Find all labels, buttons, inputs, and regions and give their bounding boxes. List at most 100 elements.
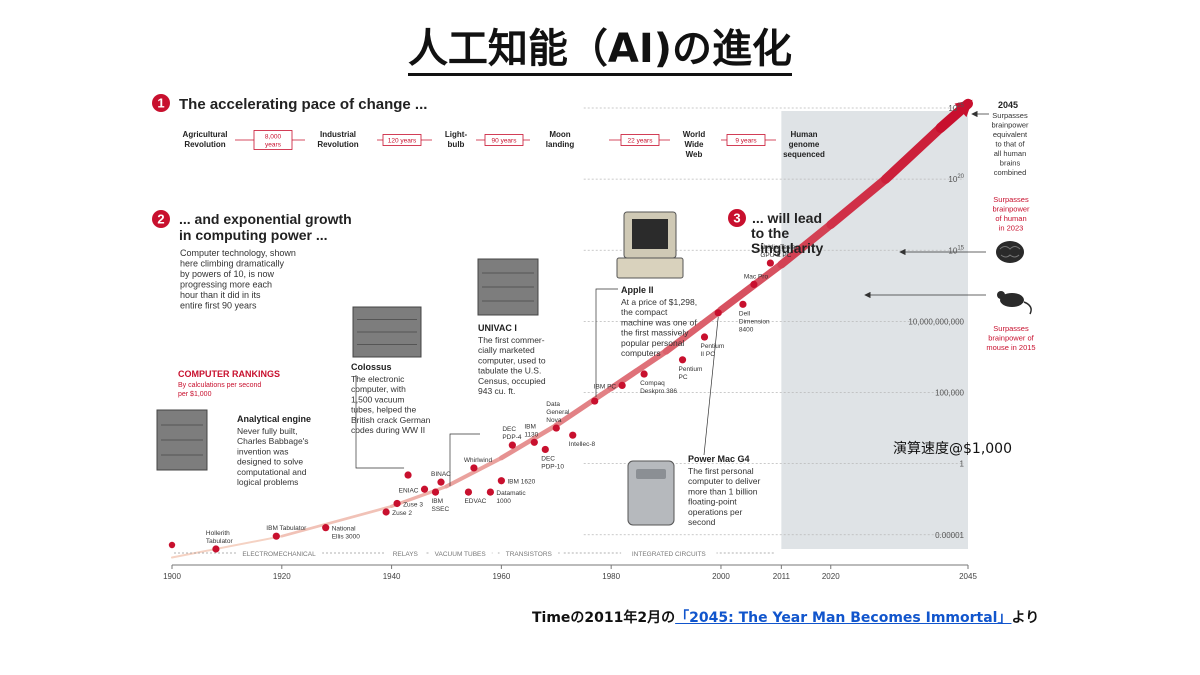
rankings-subtitle: By calculations per second xyxy=(178,382,261,389)
callout-body: invention was xyxy=(237,446,289,456)
apple-ii-screen xyxy=(632,219,668,249)
data-point xyxy=(591,397,599,405)
mouse-icon-head xyxy=(997,291,1005,299)
data-point xyxy=(618,381,626,390)
section-2-body: entire first 90 years xyxy=(180,301,257,311)
data-point xyxy=(750,280,758,288)
colossus-leader xyxy=(355,375,405,469)
source-suffix: より xyxy=(1011,610,1040,626)
data-point-label: Pentium xyxy=(679,366,703,373)
data-point xyxy=(678,356,687,364)
trend-segment xyxy=(280,504,393,538)
callout-body: The first commer- xyxy=(478,335,545,345)
callout-title: Colossus xyxy=(351,362,392,372)
y-tick-label: 1020 xyxy=(948,174,964,184)
era-label-bg xyxy=(621,548,717,558)
pace-event-label: Moon xyxy=(549,130,570,139)
trend-segment xyxy=(171,535,283,559)
pace-event-label: landing xyxy=(546,140,575,149)
era-label-bg xyxy=(428,548,492,558)
data-point xyxy=(739,300,747,308)
data-point-label: EDVAC xyxy=(464,498,486,505)
univac-leader xyxy=(449,433,480,487)
callout-body: floating-point xyxy=(688,497,737,507)
section-1-heading: The accelerating pace of change ... xyxy=(179,96,427,113)
note-human-body: Surpasses xyxy=(993,195,1029,204)
pace-event-label: Industrial xyxy=(320,130,356,139)
callout-body: operations per xyxy=(688,507,743,517)
data-point xyxy=(404,471,412,479)
brain-icon xyxy=(996,241,1024,263)
data-point-label: Deskpro 386 xyxy=(640,388,677,395)
note-human-body: of human xyxy=(995,214,1026,223)
power-mac-g4-drive xyxy=(636,469,666,479)
speed-axis-label: 演算速度@$1,000 xyxy=(893,441,1012,457)
y-tick-label: 100,000 xyxy=(935,389,964,398)
trend-segment xyxy=(777,220,835,269)
data-point xyxy=(530,438,538,446)
data-point-label: IBM xyxy=(524,423,536,430)
note-human-body: brainpower xyxy=(992,205,1030,214)
rankings-title: COMPUTER RANKINGS xyxy=(178,369,280,379)
source-article-link[interactable]: 「2045: The Year Man Becomes Immortal」 xyxy=(675,610,1012,626)
pace-gap-label: years xyxy=(265,142,282,149)
pace-event-label: World xyxy=(683,130,706,139)
era-label-bg xyxy=(235,548,323,558)
data-point xyxy=(569,431,577,439)
pace-gap-box xyxy=(382,134,422,146)
data-point xyxy=(322,524,330,532)
trend-segment xyxy=(881,123,946,184)
data-point-label: Datamatic xyxy=(496,490,526,497)
data-point xyxy=(640,370,648,378)
trend-arrowhead xyxy=(954,99,973,118)
callout-body: computer, with xyxy=(351,384,406,394)
note-mouse-body: mouse in 2015 xyxy=(986,343,1035,352)
data-point-label: Zuse 2 xyxy=(392,510,412,517)
callout-body: Census, occupied xyxy=(478,376,546,386)
callout-title: Apple II xyxy=(621,285,654,295)
y-tick-label: 1025 xyxy=(948,103,964,113)
mouse-icon xyxy=(1000,293,1024,307)
brain-icon-folds xyxy=(999,246,1021,258)
callout-body: designed to solve xyxy=(237,457,303,467)
trend-segment xyxy=(662,306,725,355)
data-point xyxy=(464,488,473,496)
section-badge xyxy=(728,209,746,227)
rankings-subtitle: per $1,000 xyxy=(178,391,212,398)
note-2045-body: combined xyxy=(994,168,1027,177)
x-tick-label: 2011 xyxy=(773,572,791,581)
data-point xyxy=(168,541,176,549)
data-point-label: General xyxy=(546,409,570,416)
pace-gap-label: 120 years xyxy=(388,138,417,145)
era-label: INTEGRATED CIRCUITS xyxy=(632,551,707,558)
section-2-heading: in computing power ... xyxy=(179,227,328,243)
section-3-heading: to the xyxy=(751,225,789,241)
data-point-label: PDP-4 xyxy=(502,434,522,441)
y-tick-label: 0.00001 xyxy=(935,531,964,540)
section-2-body: hour than it did in its xyxy=(180,290,261,300)
pace-event-label: Revolution xyxy=(184,140,225,149)
note-2045-body: Surpasses xyxy=(992,111,1028,120)
x-tick-label: 1920 xyxy=(273,572,291,581)
callout-title: Power Mac G4 xyxy=(688,454,750,464)
data-point xyxy=(552,424,560,432)
pace-event-label: bulb xyxy=(448,140,465,149)
note-2045-year: 2045 xyxy=(998,100,1018,110)
callout-body: codes during WW II xyxy=(351,425,425,435)
data-point xyxy=(393,499,401,508)
data-point xyxy=(486,488,494,496)
pace-gap-label: 90 years xyxy=(492,138,518,145)
pace-gap-label: 22 years xyxy=(628,138,654,145)
data-point-label: Whirlwind xyxy=(464,457,493,464)
data-point xyxy=(497,477,505,485)
callout-body: machine was one of xyxy=(621,317,697,327)
data-point-label: IBM xyxy=(432,498,444,505)
y-tick-label: 10,000,000,000 xyxy=(908,317,964,326)
note-2045-body: to that of xyxy=(995,140,1025,149)
era-label: RELAYS xyxy=(393,551,419,558)
pace-gap-label: 8,000 xyxy=(265,134,282,141)
era-label: ELECTROMECHANICAL xyxy=(242,551,316,558)
callout-body: tabulate the U.S. xyxy=(478,366,541,376)
data-point xyxy=(420,485,429,493)
data-point-label: Compaq xyxy=(640,380,665,387)
